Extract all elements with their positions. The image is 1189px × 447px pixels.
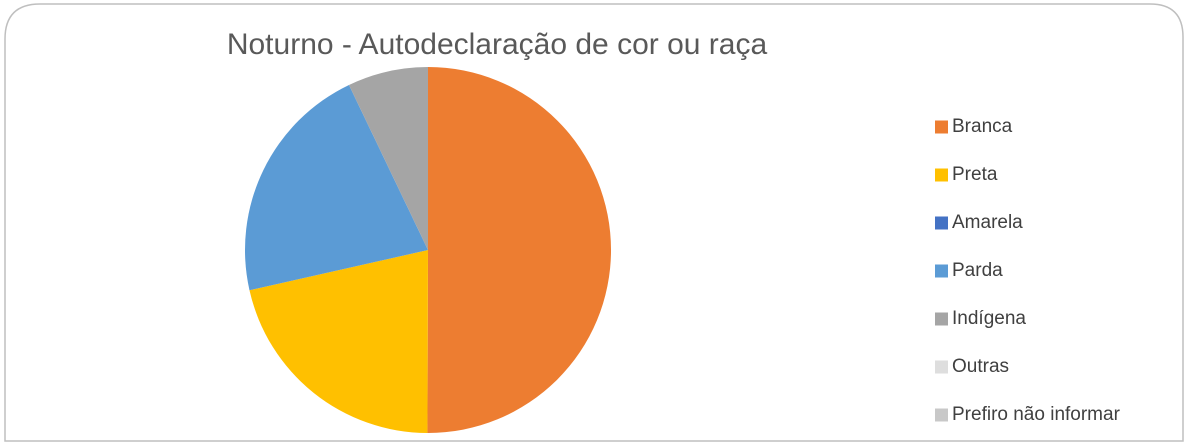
legend-swatch [935, 120, 948, 134]
pie-slice [245, 84, 428, 291]
legend-label: Outras [952, 356, 1009, 377]
pie-slice [427, 67, 612, 434]
legend-swatch [935, 360, 948, 374]
legend-swatch [935, 168, 948, 182]
legend-label: Branca [952, 116, 1013, 137]
legend-swatch [935, 408, 948, 422]
pie-slice [348, 67, 428, 250]
legend-label: Prefiro não informar [952, 404, 1121, 425]
legend-swatch [935, 264, 948, 278]
legend-label: Parda [952, 260, 1003, 281]
legend-label: Preta [952, 164, 998, 185]
legend-label: Amarela [952, 212, 1023, 233]
legend-swatch [935, 312, 948, 326]
pie-slice [249, 250, 428, 433]
legend-label: Indígena [952, 308, 1026, 329]
legend-swatch [935, 216, 948, 230]
chart-title: Noturno - Autodeclaração de cor ou raça [227, 28, 768, 61]
